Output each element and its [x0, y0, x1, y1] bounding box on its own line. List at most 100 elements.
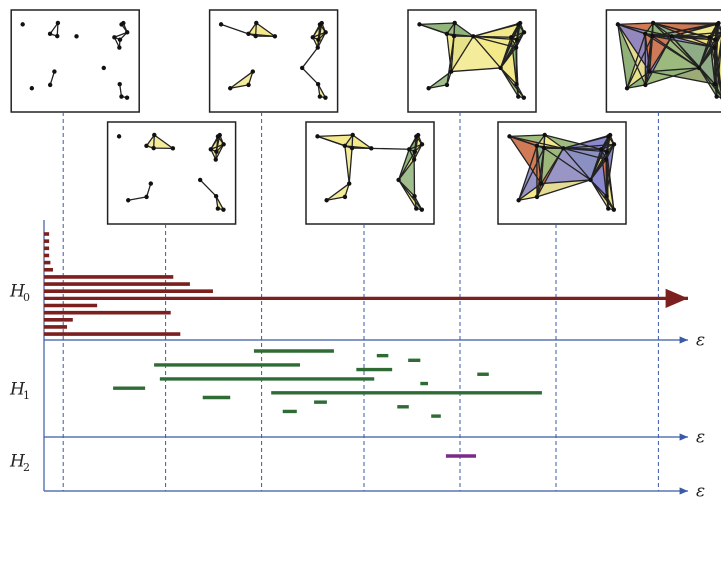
- edge: [199, 179, 217, 197]
- vertex: [714, 94, 719, 99]
- simplex: [541, 148, 591, 184]
- vertex: [152, 132, 157, 138]
- simplex: [473, 24, 519, 48]
- edge: [344, 145, 372, 149]
- edge: [446, 71, 452, 86]
- vertex: [643, 31, 648, 37]
- vertex: [419, 142, 425, 147]
- simplex: [451, 36, 501, 72]
- edge: [510, 37, 518, 85]
- edge: [563, 147, 607, 153]
- edge: [317, 32, 327, 48]
- complex-thumbnail: [497, 121, 627, 225]
- vertex: [170, 146, 176, 151]
- edge: [644, 33, 700, 69]
- complex-thumbnail: [208, 9, 339, 113]
- edge: [473, 23, 519, 37]
- vertex: [74, 34, 79, 39]
- vertex: [310, 35, 315, 40]
- vertex: [254, 20, 259, 26]
- edge: [645, 33, 672, 37]
- complex-thumbnail: [10, 9, 140, 113]
- vertex: [151, 145, 156, 151]
- vertex: [125, 30, 130, 35]
- edge: [413, 144, 423, 160]
- vertex: [513, 45, 519, 50]
- thumbnail-frame: [10, 9, 140, 113]
- vertex: [451, 33, 457, 39]
- complex-thumbnail: [605, 9, 721, 113]
- edge: [371, 147, 410, 150]
- edge: [536, 179, 591, 198]
- edge: [419, 23, 448, 35]
- vertex: [611, 207, 617, 212]
- edge: [652, 22, 700, 69]
- edge: [454, 22, 474, 37]
- edge: [652, 35, 715, 49]
- vertex: [444, 82, 450, 88]
- edge: [644, 33, 651, 72]
- edge: [626, 33, 646, 89]
- edge: [153, 134, 174, 149]
- edge: [446, 22, 456, 35]
- simplex: [248, 22, 275, 37]
- edge: [563, 135, 609, 149]
- vertex: [208, 147, 213, 152]
- vertex: [516, 198, 521, 203]
- vertex: [534, 194, 540, 200]
- edge: [145, 183, 152, 198]
- vertex: [342, 143, 348, 149]
- thumbnail-frame: [208, 9, 339, 113]
- vertex: [323, 30, 328, 35]
- vertex: [541, 145, 547, 151]
- edge: [472, 35, 502, 69]
- vertex: [606, 134, 611, 139]
- edge: [515, 47, 519, 97]
- vertex: [508, 35, 514, 40]
- edge: [536, 145, 542, 184]
- edge: [128, 196, 147, 201]
- vertex: [471, 34, 476, 39]
- edge: [229, 71, 254, 89]
- vertex: [647, 69, 652, 74]
- vertex: [414, 134, 419, 139]
- vertex: [406, 147, 412, 152]
- edge: [450, 36, 474, 72]
- vertex: [412, 149, 417, 154]
- edge: [671, 35, 716, 85]
- axis-label: ε: [696, 482, 705, 502]
- vertex: [315, 81, 321, 87]
- simplex: [419, 22, 455, 34]
- edge: [509, 134, 545, 138]
- vertex: [516, 94, 521, 99]
- edge: [653, 22, 717, 26]
- vertex: [272, 34, 278, 39]
- edge: [344, 134, 354, 147]
- vertex: [604, 149, 609, 154]
- edge: [671, 35, 715, 49]
- vertex: [197, 177, 203, 183]
- edge: [255, 22, 276, 37]
- edge: [230, 84, 249, 89]
- edge: [352, 134, 372, 149]
- vertex: [29, 86, 35, 91]
- complex-thumbnail: [106, 121, 237, 225]
- edge: [428, 71, 452, 89]
- edge: [317, 135, 346, 147]
- edge: [515, 24, 519, 48]
- edge: [114, 31, 128, 38]
- edge: [397, 149, 410, 181]
- simplex: [344, 134, 372, 149]
- edge: [344, 145, 350, 184]
- edge: [215, 136, 219, 152]
- simplex: [398, 159, 415, 197]
- edge: [419, 22, 455, 26]
- vertex: [521, 30, 527, 35]
- edge: [590, 179, 615, 211]
- edge: [563, 147, 607, 161]
- edge: [600, 136, 609, 150]
- edge: [605, 159, 615, 210]
- edge: [617, 24, 646, 86]
- edge: [49, 22, 59, 35]
